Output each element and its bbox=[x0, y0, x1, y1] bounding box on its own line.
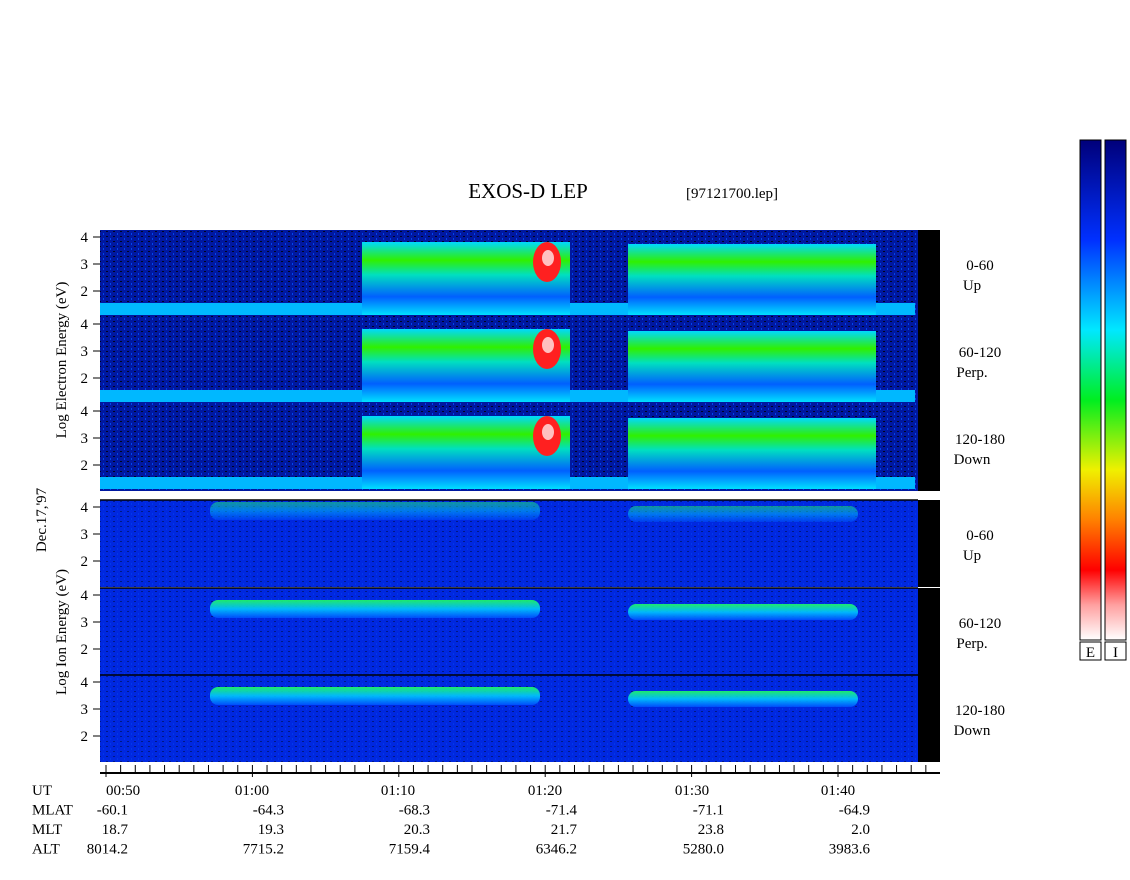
black-strip bbox=[918, 317, 940, 404]
y-tick-label: 3 bbox=[81, 257, 89, 273]
panel-label: 120-180 bbox=[955, 703, 1005, 719]
black-strip bbox=[918, 500, 940, 587]
panel-sublabel: Down bbox=[954, 452, 991, 468]
y-tick-label: 2 bbox=[81, 371, 89, 387]
panel-label: 60-120 bbox=[959, 345, 1002, 361]
band bbox=[628, 331, 876, 402]
black-strip bbox=[918, 675, 940, 762]
colorbar-box bbox=[1104, 641, 1127, 661]
panel-sublabel: Up bbox=[963, 548, 981, 564]
band bbox=[628, 604, 858, 620]
hot-spot-core bbox=[542, 250, 554, 266]
row-label: ALT bbox=[32, 842, 60, 858]
y-tick-label: 3 bbox=[81, 702, 89, 718]
colorbar-label: E bbox=[1086, 645, 1095, 661]
electron-axis-label: Log Electron Energy (eV) bbox=[54, 282, 70, 439]
band bbox=[628, 418, 876, 489]
y-tick-label: 4 bbox=[81, 317, 89, 333]
row-value: 6346.2 bbox=[536, 842, 577, 858]
panel-label: 120-180 bbox=[955, 432, 1005, 448]
row-value: 19.3 bbox=[258, 822, 284, 838]
hot-spot-core bbox=[542, 337, 554, 353]
row-label: MLT bbox=[32, 822, 62, 838]
band bbox=[210, 502, 540, 520]
file-name: [97121700.lep] bbox=[686, 186, 778, 202]
row-value: 00:50 bbox=[106, 783, 140, 799]
band bbox=[628, 244, 876, 315]
row-value: 18.7 bbox=[102, 822, 129, 838]
title: EXOS-D LEP bbox=[468, 179, 588, 203]
black-strip bbox=[918, 404, 940, 491]
ion-axis-label: Log Ion Energy (eV) bbox=[54, 569, 70, 695]
row-value: -68.3 bbox=[399, 803, 430, 819]
y-tick-label: 4 bbox=[81, 588, 89, 604]
band bbox=[210, 600, 540, 618]
row-value: 01:30 bbox=[675, 783, 709, 799]
row-value: 7715.2 bbox=[243, 842, 284, 858]
colorbar-box bbox=[1079, 641, 1102, 661]
row-label: MLAT bbox=[32, 803, 73, 819]
panel-sublabel: Perp. bbox=[956, 636, 987, 652]
y-tick-label: 4 bbox=[81, 675, 89, 691]
panel-label: 0-60 bbox=[966, 528, 994, 544]
row-label: UT bbox=[32, 783, 52, 799]
y-tick-label: 2 bbox=[81, 554, 89, 570]
hot-spot-core bbox=[542, 424, 554, 440]
colorbar bbox=[1079, 139, 1102, 641]
colorbar bbox=[1104, 139, 1127, 641]
y-tick-label: 3 bbox=[81, 344, 89, 360]
y-tick-label: 3 bbox=[81, 527, 89, 543]
y-tick-label: 4 bbox=[81, 404, 89, 420]
colorbar-label: I bbox=[1113, 645, 1118, 661]
row-value: 7159.4 bbox=[389, 842, 431, 858]
y-tick-label: 3 bbox=[81, 615, 89, 631]
row-value: -71.1 bbox=[693, 803, 724, 819]
row-value: 01:10 bbox=[381, 783, 415, 799]
y-tick-label: 2 bbox=[81, 729, 89, 745]
band bbox=[210, 687, 540, 705]
row-value: 20.3 bbox=[404, 822, 430, 838]
row-value: 21.7 bbox=[551, 822, 578, 838]
row-value: 3983.6 bbox=[829, 842, 871, 858]
black-strip bbox=[918, 588, 940, 675]
y-tick-label: 3 bbox=[81, 431, 89, 447]
row-value: 01:40 bbox=[821, 783, 855, 799]
date: Dec.17,'97 bbox=[34, 487, 50, 552]
row-value: 2.0 bbox=[851, 822, 870, 838]
panel-label: 0-60 bbox=[966, 258, 994, 274]
y-tick-label: 2 bbox=[81, 642, 89, 658]
row-value: 01:20 bbox=[528, 783, 562, 799]
band bbox=[628, 691, 858, 707]
y-tick-label: 4 bbox=[81, 500, 89, 516]
row-value: -64.9 bbox=[839, 803, 870, 819]
row-value: -60.1 bbox=[97, 803, 128, 819]
row-value: -71.4 bbox=[546, 803, 578, 819]
row-value: 8014.2 bbox=[87, 842, 128, 858]
panel-sublabel: Perp. bbox=[956, 365, 987, 381]
row-value: 5280.0 bbox=[683, 842, 724, 858]
band bbox=[628, 506, 858, 522]
y-tick-label: 4 bbox=[81, 230, 89, 246]
y-tick-label: 2 bbox=[81, 458, 89, 474]
panel-sublabel: Down bbox=[954, 723, 991, 739]
row-value: -64.3 bbox=[253, 803, 284, 819]
black-strip bbox=[918, 230, 940, 317]
row-value: 23.8 bbox=[698, 822, 724, 838]
panel-sublabel: Up bbox=[963, 278, 981, 294]
y-tick-label: 2 bbox=[81, 284, 89, 300]
row-value: 01:00 bbox=[235, 783, 269, 799]
panel-label: 60-120 bbox=[959, 616, 1002, 632]
